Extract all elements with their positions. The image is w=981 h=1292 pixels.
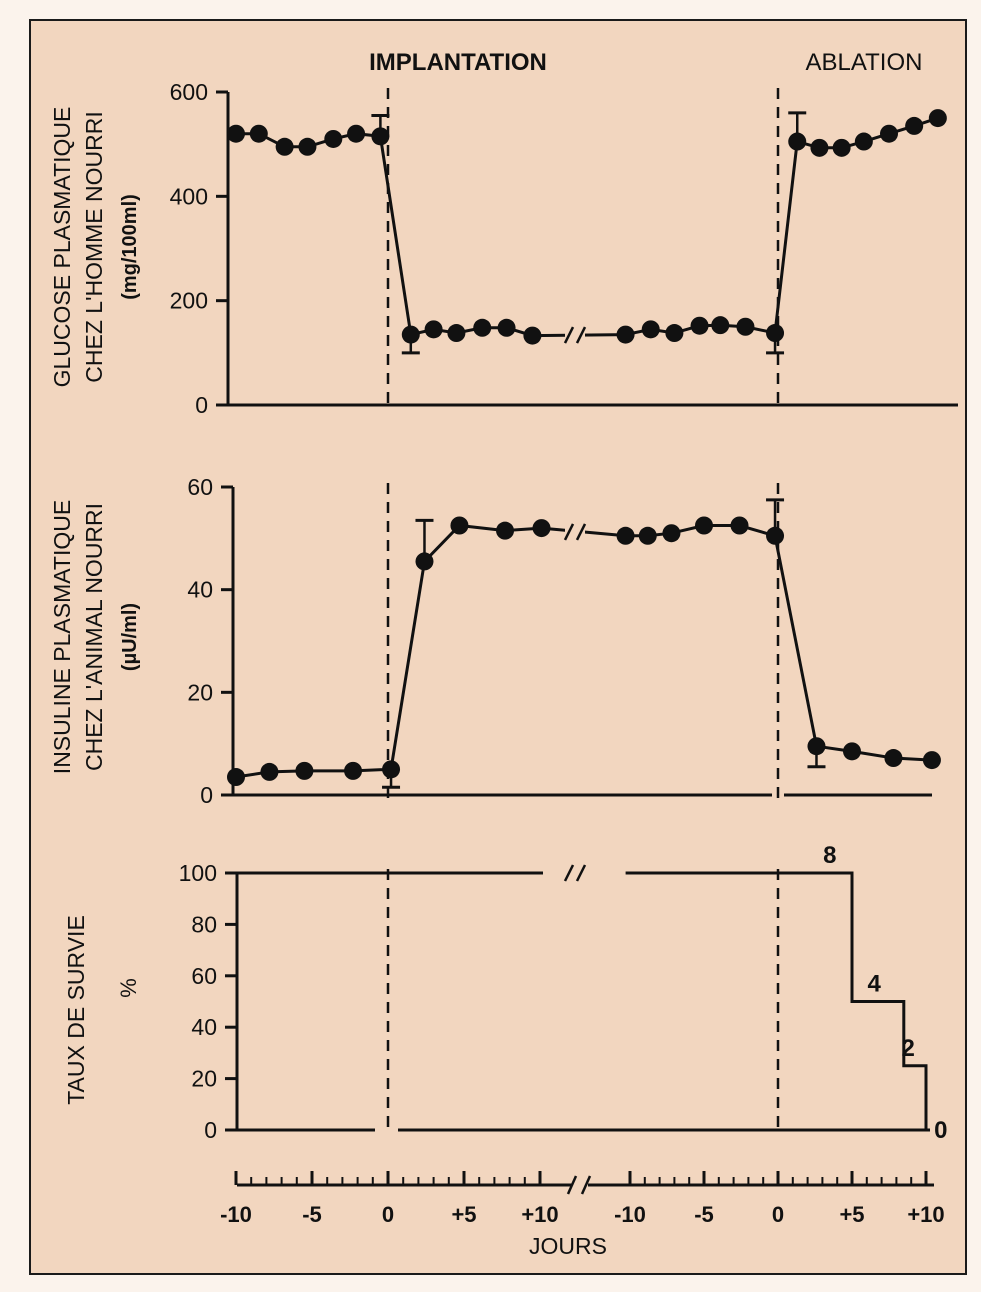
glucose-data-point bbox=[928, 109, 947, 128]
glucose-data-point bbox=[854, 132, 873, 151]
insulin-data-point bbox=[638, 526, 657, 545]
glucose-data-point bbox=[227, 124, 245, 143]
glucose-data-point bbox=[371, 127, 390, 146]
glucose-unit: (mg/100ml) bbox=[119, 194, 141, 300]
glucose-data-point bbox=[347, 124, 366, 143]
glucose-data-point bbox=[447, 324, 466, 343]
glucose-data-point bbox=[324, 129, 343, 148]
survival-count-label: 0 bbox=[934, 1117, 947, 1144]
survival-count-label: 2 bbox=[902, 1035, 915, 1062]
glucose-data-point bbox=[616, 325, 635, 344]
insulin-ytick-label: 40 bbox=[187, 577, 213, 603]
insulin-data-point bbox=[295, 761, 314, 780]
time-axis-tick-label: 0 bbox=[382, 1202, 394, 1227]
glucose-break-mark bbox=[563, 326, 575, 344]
glucose-data-point bbox=[665, 324, 684, 343]
glucose-data-point bbox=[275, 137, 294, 156]
time-axis-tick-label: -5 bbox=[302, 1202, 322, 1227]
implantation-label: IMPLANTATION bbox=[369, 49, 547, 76]
time-axis-break-mark bbox=[580, 1175, 592, 1195]
survival-ytick-label: 60 bbox=[191, 963, 217, 989]
insulin-data-point bbox=[260, 762, 279, 781]
survival-ytick-label: 20 bbox=[191, 1066, 217, 1092]
x-axis-title: JOURS bbox=[529, 1233, 607, 1259]
insulin-data-point bbox=[344, 761, 363, 780]
glucose-data-point bbox=[832, 138, 851, 157]
insulin-data-point bbox=[884, 749, 903, 768]
glucose-data-point bbox=[497, 318, 516, 337]
survival-ytick-label: 40 bbox=[191, 1014, 217, 1040]
ablation-label: ABLATION bbox=[806, 49, 923, 76]
glucose-ylabel-line1: GLUCOSE PLASMATIQUE bbox=[49, 107, 75, 388]
glucose-data-point bbox=[736, 317, 755, 336]
survival-ylabel: TAUX DE SURVIE bbox=[63, 915, 89, 1105]
survival-ytick-label: 100 bbox=[179, 860, 217, 886]
insulin-data-point bbox=[415, 552, 434, 571]
glucose-data-point bbox=[641, 320, 660, 339]
survival-break-mark bbox=[563, 864, 575, 882]
survival-ytick-label: 0 bbox=[204, 1117, 217, 1143]
insulin-unit: (µU/ml) bbox=[119, 603, 141, 671]
survival-unit: % bbox=[116, 978, 141, 998]
insulin-data-point bbox=[807, 737, 826, 756]
insulin-ytick-label: 0 bbox=[200, 782, 213, 808]
insulin-data-point bbox=[662, 524, 681, 543]
time-axis-tick-label: -5 bbox=[694, 1202, 714, 1227]
glucose-data-point bbox=[298, 137, 317, 156]
insulin-break-mark bbox=[575, 523, 587, 541]
insulin-data-point bbox=[227, 768, 245, 787]
insulin-data-point bbox=[695, 516, 713, 535]
time-axis-tick-label: +5 bbox=[839, 1202, 864, 1227]
insulin-data-point bbox=[532, 519, 551, 538]
survival-count-label: 4 bbox=[868, 971, 882, 998]
glucose-data-point bbox=[880, 124, 898, 143]
time-axis-tick-label: +10 bbox=[907, 1202, 944, 1227]
glucose-data-point bbox=[523, 326, 542, 345]
glucose-data-point bbox=[424, 320, 443, 339]
time-axis-tick-label: +10 bbox=[521, 1202, 558, 1227]
insulin-ylabel-line1: INSULINE PLASMATIQUE bbox=[49, 500, 75, 774]
glucose-data-point bbox=[788, 132, 807, 151]
survival-break-mark bbox=[575, 864, 587, 882]
glucose-ytick-label: 0 bbox=[195, 392, 208, 418]
insulin-data-point bbox=[450, 516, 469, 535]
glucose-data-point bbox=[766, 324, 785, 343]
time-axis-break-mark bbox=[566, 1175, 578, 1195]
insulin-data-point bbox=[382, 760, 401, 779]
glucose-ytick-label: 600 bbox=[170, 79, 208, 105]
insulin-break-mark bbox=[563, 523, 575, 541]
glucose-data-point bbox=[690, 316, 709, 335]
glucose-data-point bbox=[711, 316, 730, 335]
insulin-data-point bbox=[616, 526, 635, 545]
insulin-data-point bbox=[496, 521, 515, 540]
time-axis-tick-label: -10 bbox=[220, 1202, 252, 1227]
time-axis-tick-label: +5 bbox=[451, 1202, 476, 1227]
insulin-ytick-label: 20 bbox=[187, 679, 213, 705]
glucose-data-point bbox=[473, 318, 492, 337]
survival-step-line bbox=[625, 871, 928, 1130]
glucose-ytick-label: 200 bbox=[170, 288, 208, 314]
insulin-data-point bbox=[922, 751, 941, 770]
glucose-data-point bbox=[810, 138, 829, 157]
insulin-data-point bbox=[730, 516, 749, 535]
survival-count-label: 8 bbox=[823, 842, 836, 869]
glucose-break-mark bbox=[575, 326, 587, 344]
survival-ytick-label: 80 bbox=[191, 911, 217, 937]
insulin-data-point bbox=[766, 526, 785, 545]
glucose-ytick-label: 400 bbox=[170, 183, 208, 209]
glucose-data-point bbox=[905, 116, 924, 135]
glucose-ylabel-line2: CHEZ L'HOMME NOURRI bbox=[81, 111, 107, 382]
insulin-data-point bbox=[843, 742, 861, 761]
time-axis-tick-label: -10 bbox=[614, 1202, 646, 1227]
insulin-ytick-label: 60 bbox=[187, 474, 213, 500]
insulin-ylabel-line2: CHEZ L'ANIMAL NOURRI bbox=[81, 503, 107, 771]
glucose-data-point bbox=[401, 325, 420, 344]
glucose-data-point bbox=[249, 124, 268, 143]
figure-background bbox=[29, 19, 967, 1275]
time-axis-tick-label: 0 bbox=[772, 1202, 784, 1227]
